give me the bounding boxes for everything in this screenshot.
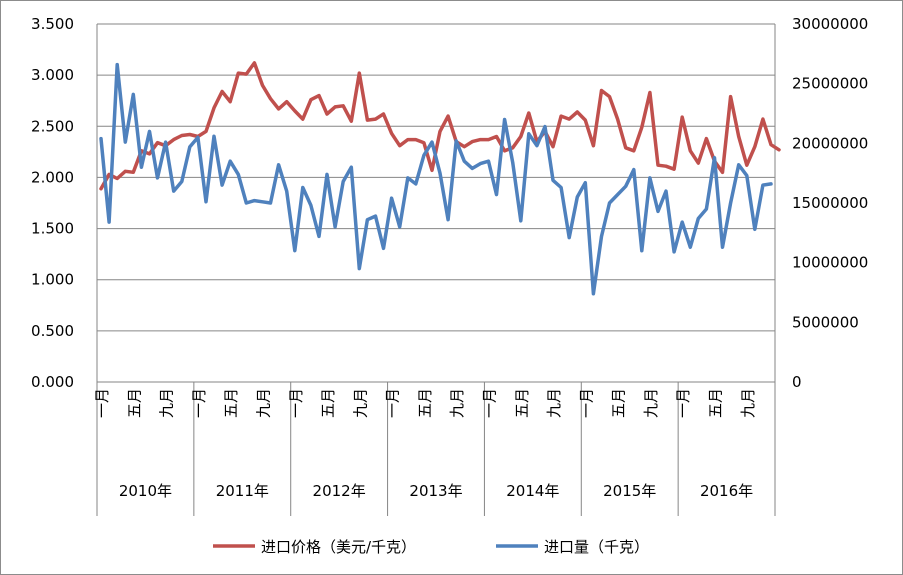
month-label: 一月 [287, 388, 305, 418]
y-left-tick-label: 1.500 [31, 220, 74, 238]
year-label: 2013年 [409, 482, 462, 500]
y-right-tick-label: 20000000 [792, 134, 868, 152]
month-label: 五月 [222, 388, 240, 418]
month-label: 九月 [642, 388, 660, 418]
month-label: 五月 [610, 388, 628, 418]
month-label: 一月 [674, 388, 692, 418]
series-line-import-volume [99, 62, 773, 296]
y-left-tick-label: 3.000 [31, 66, 74, 84]
y-right-tick-label: 15000000 [792, 194, 868, 212]
y-left-tick-label: 1.000 [31, 271, 74, 289]
month-label: 九月 [254, 388, 272, 418]
y-left-tick-label: 2.000 [31, 168, 74, 186]
month-label: 一月 [577, 388, 595, 418]
month-label: 五月 [706, 388, 724, 418]
year-label: 2011年 [216, 482, 269, 500]
y-left-tick-label: 3.500 [31, 15, 74, 33]
y-left-tick-label: 0.500 [31, 322, 74, 340]
month-label: 一月 [384, 388, 402, 418]
year-label: 2012年 [313, 482, 366, 500]
year-label: 2014年 [506, 482, 559, 500]
month-label: 一月 [93, 388, 111, 418]
month-label: 一月 [480, 388, 498, 418]
month-label: 九月 [545, 388, 563, 418]
month-label: 五月 [416, 388, 434, 418]
month-label: 九月 [739, 388, 757, 418]
month-label: 五月 [319, 388, 337, 418]
legend-label: 进口价格（美元/千克） [261, 538, 416, 556]
y-left-tick-label: 2.500 [31, 117, 74, 135]
legend-label: 进口量（千克） [544, 538, 649, 556]
month-label: 九月 [448, 388, 466, 418]
year-label: 2010年 [119, 482, 172, 500]
month-label: 一月 [190, 388, 208, 418]
year-label: 2015年 [603, 482, 656, 500]
y-right-tick-label: 0 [792, 373, 802, 391]
y-right-tick-label: 30000000 [792, 15, 868, 33]
y-right-tick-label: 10000000 [792, 254, 868, 272]
series-line-import-price [99, 61, 781, 191]
y-right-tick-label: 5000000 [792, 313, 859, 331]
month-label: 五月 [125, 388, 143, 418]
y-left-tick-label: 0.000 [31, 373, 74, 391]
y-right-tick-label: 25000000 [792, 75, 868, 93]
month-label: 九月 [158, 388, 176, 418]
year-label: 2016年 [700, 482, 753, 500]
month-label: 五月 [513, 388, 531, 418]
month-label: 九月 [351, 388, 369, 418]
